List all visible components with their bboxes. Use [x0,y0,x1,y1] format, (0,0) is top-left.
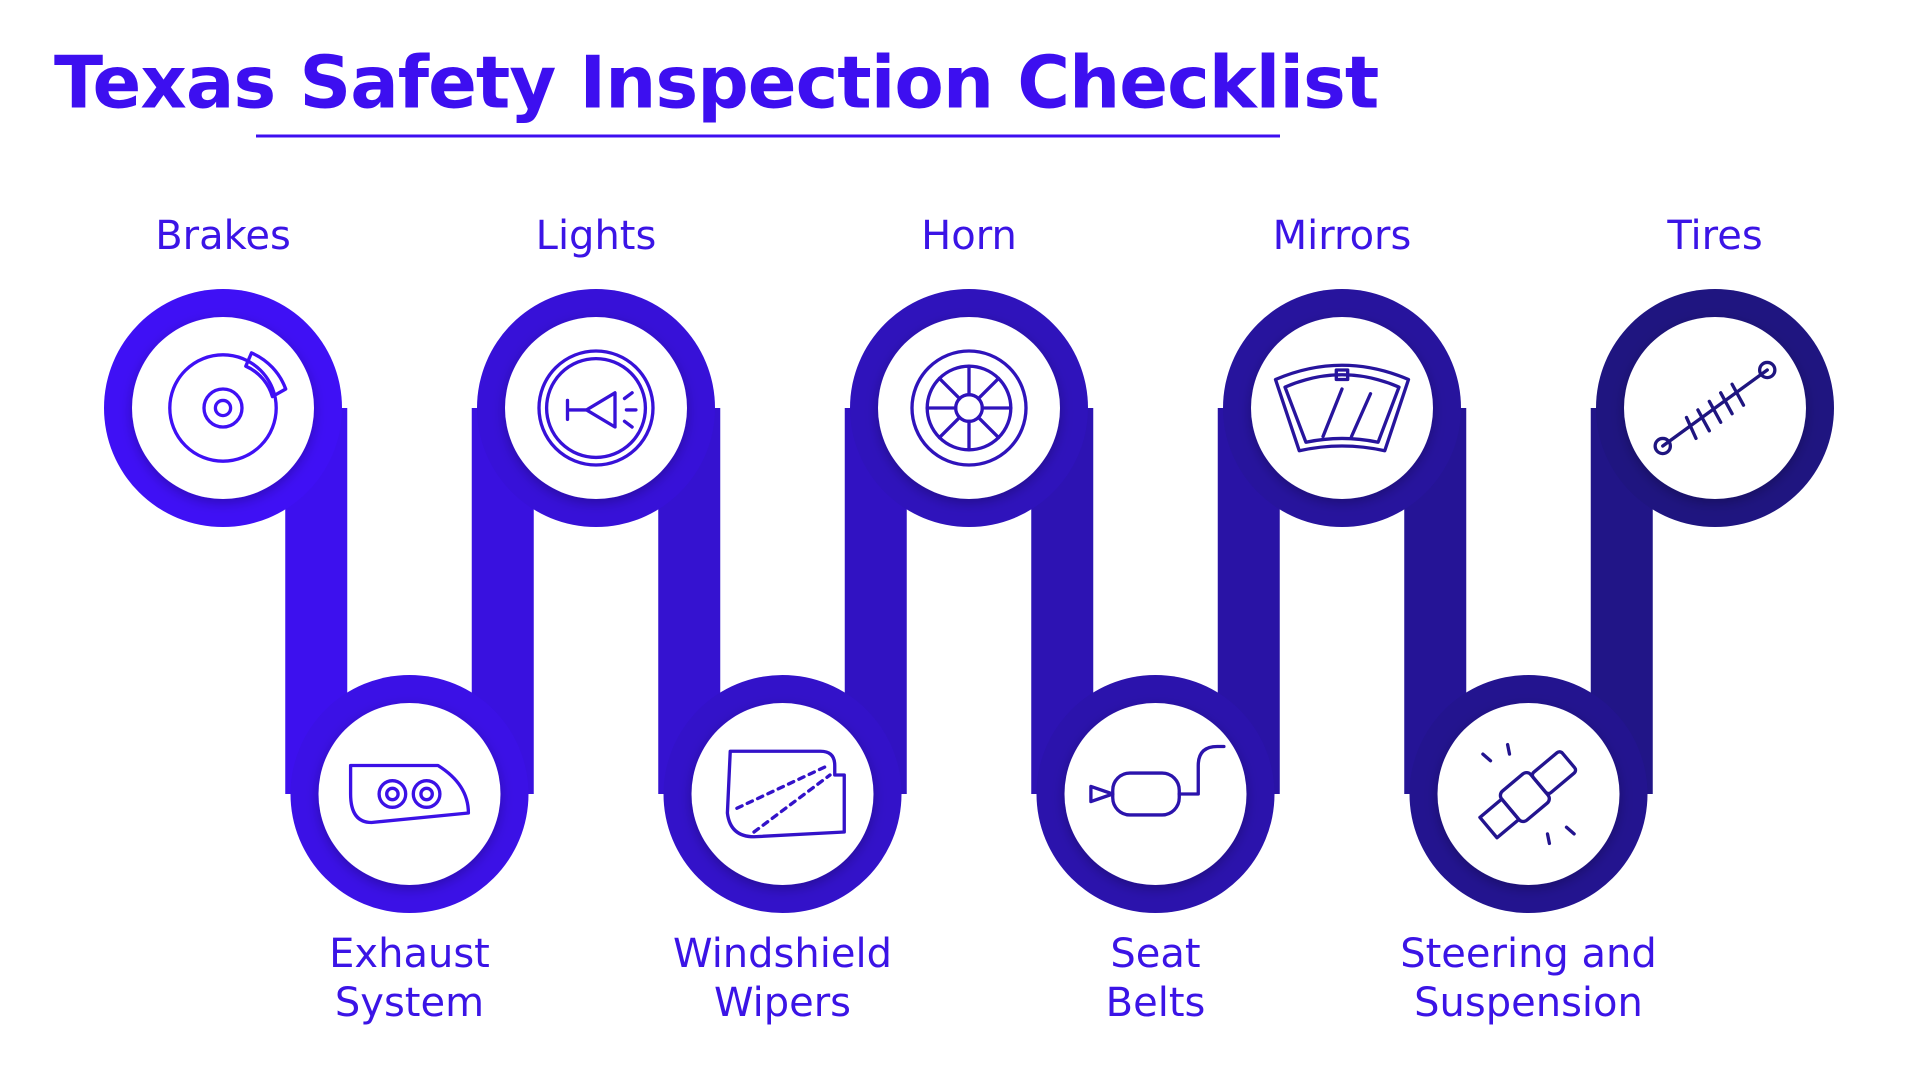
icon [1273,363,1411,453]
item-label: Horn [921,213,1017,259]
node-face [691,703,874,885]
item-label: Brakes [155,213,291,259]
icon [537,349,655,467]
item-label: Seat [1110,931,1200,977]
item-label: Wipers [714,980,851,1026]
item-label: Mirrors [1273,213,1412,259]
item-label: Windshield [673,931,892,977]
item-label: Exhaust [329,931,490,977]
item-label: Belts [1106,980,1206,1026]
icon [168,351,288,463]
node-face [1251,317,1433,499]
node-face [1064,703,1247,885]
item-label: Lights [536,213,657,259]
icon [1653,360,1777,456]
node-face [505,317,687,499]
title: Texas Safety Inspection Checklist [54,41,1378,125]
node-face [1437,703,1620,885]
item-label: Tires [1666,213,1762,259]
icon [348,763,471,825]
node-face [318,703,501,885]
icon [1478,742,1578,846]
icon [725,749,846,839]
icon [910,349,1028,467]
item-label: Suspension [1414,980,1643,1026]
icon [1089,744,1226,817]
node-face [878,317,1060,499]
item-label: System [335,980,484,1026]
node-face [132,317,314,499]
item-label: Steering and [1400,931,1657,977]
